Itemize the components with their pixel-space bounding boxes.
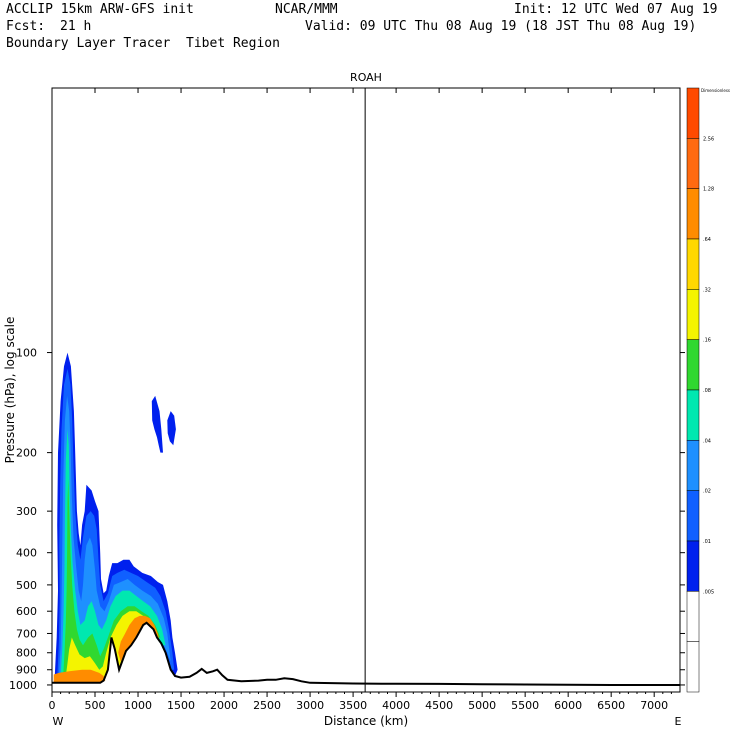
terrain (52, 621, 680, 686)
colorbar-swatch (686, 138, 700, 189)
colorbar-level-label: 1.28 (703, 187, 714, 193)
tracer-fills (53, 352, 178, 684)
x-tick-label: 5000 (468, 699, 496, 712)
y-tick-label: 200 (16, 447, 37, 460)
x-tick-label: 7000 (640, 699, 668, 712)
x-tick-label: 0 (49, 699, 56, 712)
valid-label: Valid: 09 UTC Thu 08 Aug 19 (18 JST Thu … (305, 19, 697, 34)
x-tick-label: 3500 (339, 699, 367, 712)
colorbar-swatch (686, 289, 700, 340)
init-label: Init: 12 UTC Wed 07 Aug 19 (514, 2, 718, 17)
colorbar-level-label: .08 (703, 388, 711, 394)
y-tick-label: 1000 (9, 679, 37, 692)
colorbar-level-label: .04 (703, 438, 711, 444)
colorbar-level-label: .02 (703, 489, 711, 495)
east-label: E (675, 715, 682, 728)
region-orange-core (53, 669, 106, 683)
colorbar-swatch (686, 440, 700, 491)
colorbar-swatch (686, 339, 700, 391)
x-tick-label: 4000 (382, 699, 410, 712)
y-tick-label: 900 (16, 664, 37, 677)
x-tick-label: 1000 (124, 699, 152, 712)
colorbar: Dimensionless 2.56 1.28 .64 .32 .16 .08 .04 .02.… (686, 87, 730, 693)
colorbar-level-label: .005 (703, 589, 714, 595)
y-tick-label: 700 (16, 627, 37, 640)
org-label: NCAR/MMM (275, 2, 338, 17)
colorbar-swatch (686, 87, 700, 139)
chart-title: ROAH (350, 71, 382, 84)
colorbar-swatch (686, 490, 700, 542)
x-axis-label: Distance (km) (324, 714, 408, 728)
y-tick-label: 300 (16, 505, 37, 518)
colorbar-level-label: .01 (703, 539, 711, 545)
region-blue-patch-upper (151, 395, 163, 453)
x-tick-label: 2000 (210, 699, 238, 712)
region-blue-patch-right (167, 411, 176, 446)
x-tick-label: 5500 (511, 699, 539, 712)
west-label: W (53, 715, 64, 728)
x-tick-label: 3000 (296, 699, 324, 712)
colorbar-level-label: 2.56 (703, 136, 714, 142)
colorbar-level-label: .16 (703, 338, 711, 344)
colorbar-swatch (686, 188, 700, 240)
y-tick-label: 500 (16, 579, 37, 592)
colorbar-swatch (686, 389, 700, 441)
y-tick-label: 600 (16, 605, 37, 618)
colorbar-swatch (686, 591, 700, 642)
axes: ROAH 0 500 1000 1500 2000 2500 3000 3500 4000 4500… (3, 71, 685, 728)
x-tick-label: 4500 (425, 699, 453, 712)
field-label: Boundary Layer Tracer Tibet Region (6, 36, 280, 51)
colorbar-title: Dimensionless (701, 88, 730, 93)
x-tick-label: 500 (85, 699, 106, 712)
y-tick-label: 100 (16, 347, 37, 360)
terrain-line (52, 621, 680, 686)
colorbar-level-label: .32 (703, 287, 711, 293)
x-tick-label: 1500 (167, 699, 195, 712)
colorbar-swatch (686, 540, 700, 592)
x-tick-label: 6000 (554, 699, 582, 712)
y-tick-label: 800 (16, 647, 37, 660)
y-axis-label: Pressure (hPa), log scale (3, 317, 17, 464)
fcst-label: Fcst: (6, 19, 46, 34)
x-tick-label: 2500 (253, 699, 281, 712)
y-tick-label: 400 (16, 547, 37, 560)
colorbar-swatch (686, 641, 700, 693)
plot-frame (51, 87, 681, 693)
fcst-value: 21 h (60, 19, 92, 34)
x-tick-label: 6500 (597, 699, 625, 712)
model-label: ACCLIP 15km ARW-GFS init (6, 2, 194, 17)
colorbar-level-label: .64 (703, 237, 711, 243)
region-orange-core-right (118, 615, 160, 662)
colorbar-swatch (686, 238, 700, 290)
